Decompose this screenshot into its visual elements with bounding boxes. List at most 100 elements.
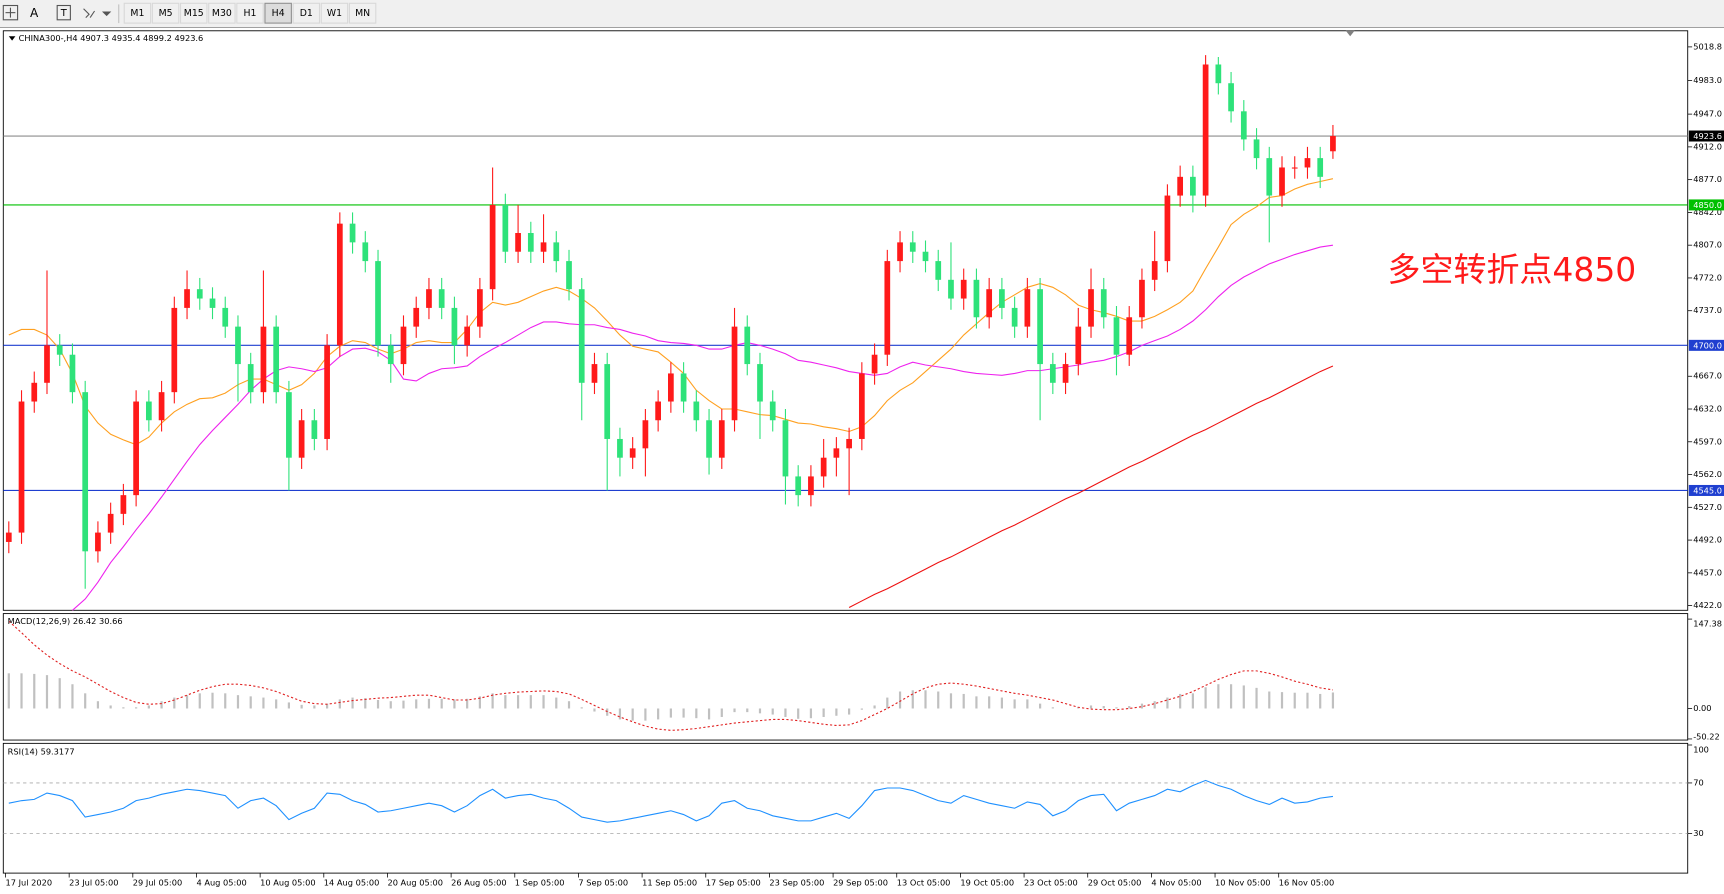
macd-bar bbox=[784, 708, 787, 717]
timeframe-button-bg[interactable] bbox=[208, 2, 236, 24]
candle-body bbox=[298, 420, 305, 458]
toolbar-icons bbox=[2, 4, 120, 24]
timeframe-button[interactable]: MN bbox=[355, 8, 370, 19]
timeframe-button-bg[interactable] bbox=[292, 2, 321, 24]
macd-bar bbox=[733, 708, 736, 713]
tool-button[interactable]: T bbox=[60, 8, 68, 19]
candle-body bbox=[1075, 326, 1082, 365]
y-tick-label: 0.00 bbox=[1693, 703, 1711, 713]
macd-bar bbox=[160, 701, 163, 709]
macd-bar bbox=[988, 696, 991, 709]
x-tick-label: 29 Sep 05:00 bbox=[833, 878, 888, 888]
x-tick-label: 23 Sep 05:00 bbox=[769, 878, 824, 888]
candle-body bbox=[1317, 158, 1324, 177]
macd-bar bbox=[84, 693, 87, 709]
candle-body bbox=[897, 242, 903, 262]
candle-body bbox=[629, 448, 636, 458]
timeframe-button-bg[interactable] bbox=[236, 2, 264, 24]
macd-bar bbox=[529, 695, 532, 709]
candle-body bbox=[31, 382, 38, 402]
macd-bar bbox=[1140, 703, 1144, 709]
macd-bar bbox=[606, 708, 609, 716]
candle-body bbox=[960, 279, 967, 299]
objects-icon[interactable] bbox=[83, 8, 96, 18]
x-tick-label: 10 Nov 05:00 bbox=[1215, 878, 1271, 888]
x-tick-label: 26 Aug 05:00 bbox=[451, 878, 507, 888]
panel-title: MACD(12,26,9) 26.42 30.66 bbox=[8, 616, 123, 626]
candle-body bbox=[744, 326, 751, 365]
macd-bar bbox=[466, 698, 469, 709]
timeframe-button-bg[interactable] bbox=[123, 2, 152, 24]
candle-body bbox=[1113, 317, 1120, 355]
candle-body bbox=[999, 289, 1005, 308]
candle-body bbox=[1291, 167, 1298, 169]
timeframe-button-bg[interactable] bbox=[151, 2, 180, 24]
timeframe-button-bg[interactable] bbox=[348, 2, 377, 24]
timeframe-button-bg[interactable] bbox=[264, 2, 292, 24]
x-tick-label: 14 Aug 05:00 bbox=[324, 878, 380, 888]
macd-bar bbox=[1038, 703, 1042, 709]
x-tick-label: 29 Jul 05:00 bbox=[133, 878, 182, 888]
macd-bar bbox=[1242, 685, 1245, 709]
candle-body bbox=[1049, 364, 1056, 383]
macd-bar bbox=[1026, 699, 1029, 709]
dropdown-arrow[interactable] bbox=[102, 11, 112, 17]
crosshair-icon[interactable] bbox=[2, 4, 19, 21]
macd-bar bbox=[580, 707, 583, 709]
macd-bar bbox=[1089, 705, 1093, 709]
x-tick-label: 13 Oct 05:00 bbox=[897, 878, 951, 888]
candle-body bbox=[693, 401, 700, 421]
candle-body bbox=[1037, 289, 1043, 365]
timeframe-button[interactable]: H4 bbox=[272, 8, 285, 19]
tool-button[interactable]: A bbox=[30, 6, 39, 20]
macd-bar bbox=[771, 708, 774, 715]
timeframe-button-bg[interactable] bbox=[179, 2, 208, 24]
macd-bar bbox=[45, 675, 49, 709]
timeframe-button[interactable]: M5 bbox=[159, 8, 173, 19]
macd-bar bbox=[109, 705, 112, 709]
level-label-bg bbox=[1688, 339, 1724, 351]
candle-body bbox=[718, 420, 725, 458]
timeframe-button[interactable]: W1 bbox=[327, 8, 342, 19]
timeframe-button[interactable]: M1 bbox=[130, 8, 144, 19]
x-tick-label: 29 Oct 05:00 bbox=[1088, 878, 1142, 888]
candle-body bbox=[95, 532, 101, 552]
candle-body bbox=[591, 364, 598, 383]
macd-bar bbox=[20, 673, 23, 709]
candle-body bbox=[464, 326, 471, 346]
macd-bar bbox=[364, 698, 367, 709]
candle-body bbox=[1011, 307, 1018, 327]
timeframe-button[interactable]: H1 bbox=[244, 8, 257, 19]
macd-bar bbox=[669, 708, 672, 718]
macd-bar bbox=[185, 695, 189, 709]
y-tick-label: 4842.0 bbox=[1693, 207, 1722, 217]
candle-body bbox=[489, 204, 496, 290]
candle-body bbox=[502, 204, 509, 252]
x-tick-label: 19 Oct 05:00 bbox=[960, 878, 1014, 888]
macd-bar bbox=[275, 699, 278, 709]
macd-bar bbox=[236, 695, 240, 709]
macd-bar bbox=[287, 702, 291, 709]
candle-body bbox=[1266, 158, 1273, 196]
timeframe-button[interactable]: M15 bbox=[184, 8, 204, 19]
candle-body bbox=[846, 438, 852, 449]
rsi-line bbox=[8, 779, 1334, 823]
timeframe-button[interactable]: D1 bbox=[300, 8, 313, 19]
x-tick-label: 17 Sep 05:00 bbox=[706, 878, 761, 888]
macd-bar bbox=[542, 695, 545, 709]
y-tick-label: 4737.0 bbox=[1693, 305, 1722, 315]
candle-body bbox=[820, 457, 827, 477]
candle-body bbox=[884, 261, 891, 355]
macd-bar bbox=[707, 708, 711, 720]
macd-bar bbox=[262, 697, 265, 709]
candle-body bbox=[973, 279, 980, 318]
candle-body bbox=[922, 251, 929, 262]
timeframe-button-bg[interactable] bbox=[320, 2, 349, 24]
candle-body bbox=[324, 345, 330, 439]
text-tool-box[interactable] bbox=[56, 4, 71, 21]
macd-bar bbox=[338, 699, 341, 709]
macd-bar bbox=[1204, 687, 1207, 709]
panel-title: CHINA300-,H4 4907.3 4935.4 4899.2 4923.6 bbox=[19, 33, 204, 43]
timeframe-button[interactable]: M30 bbox=[212, 8, 232, 19]
